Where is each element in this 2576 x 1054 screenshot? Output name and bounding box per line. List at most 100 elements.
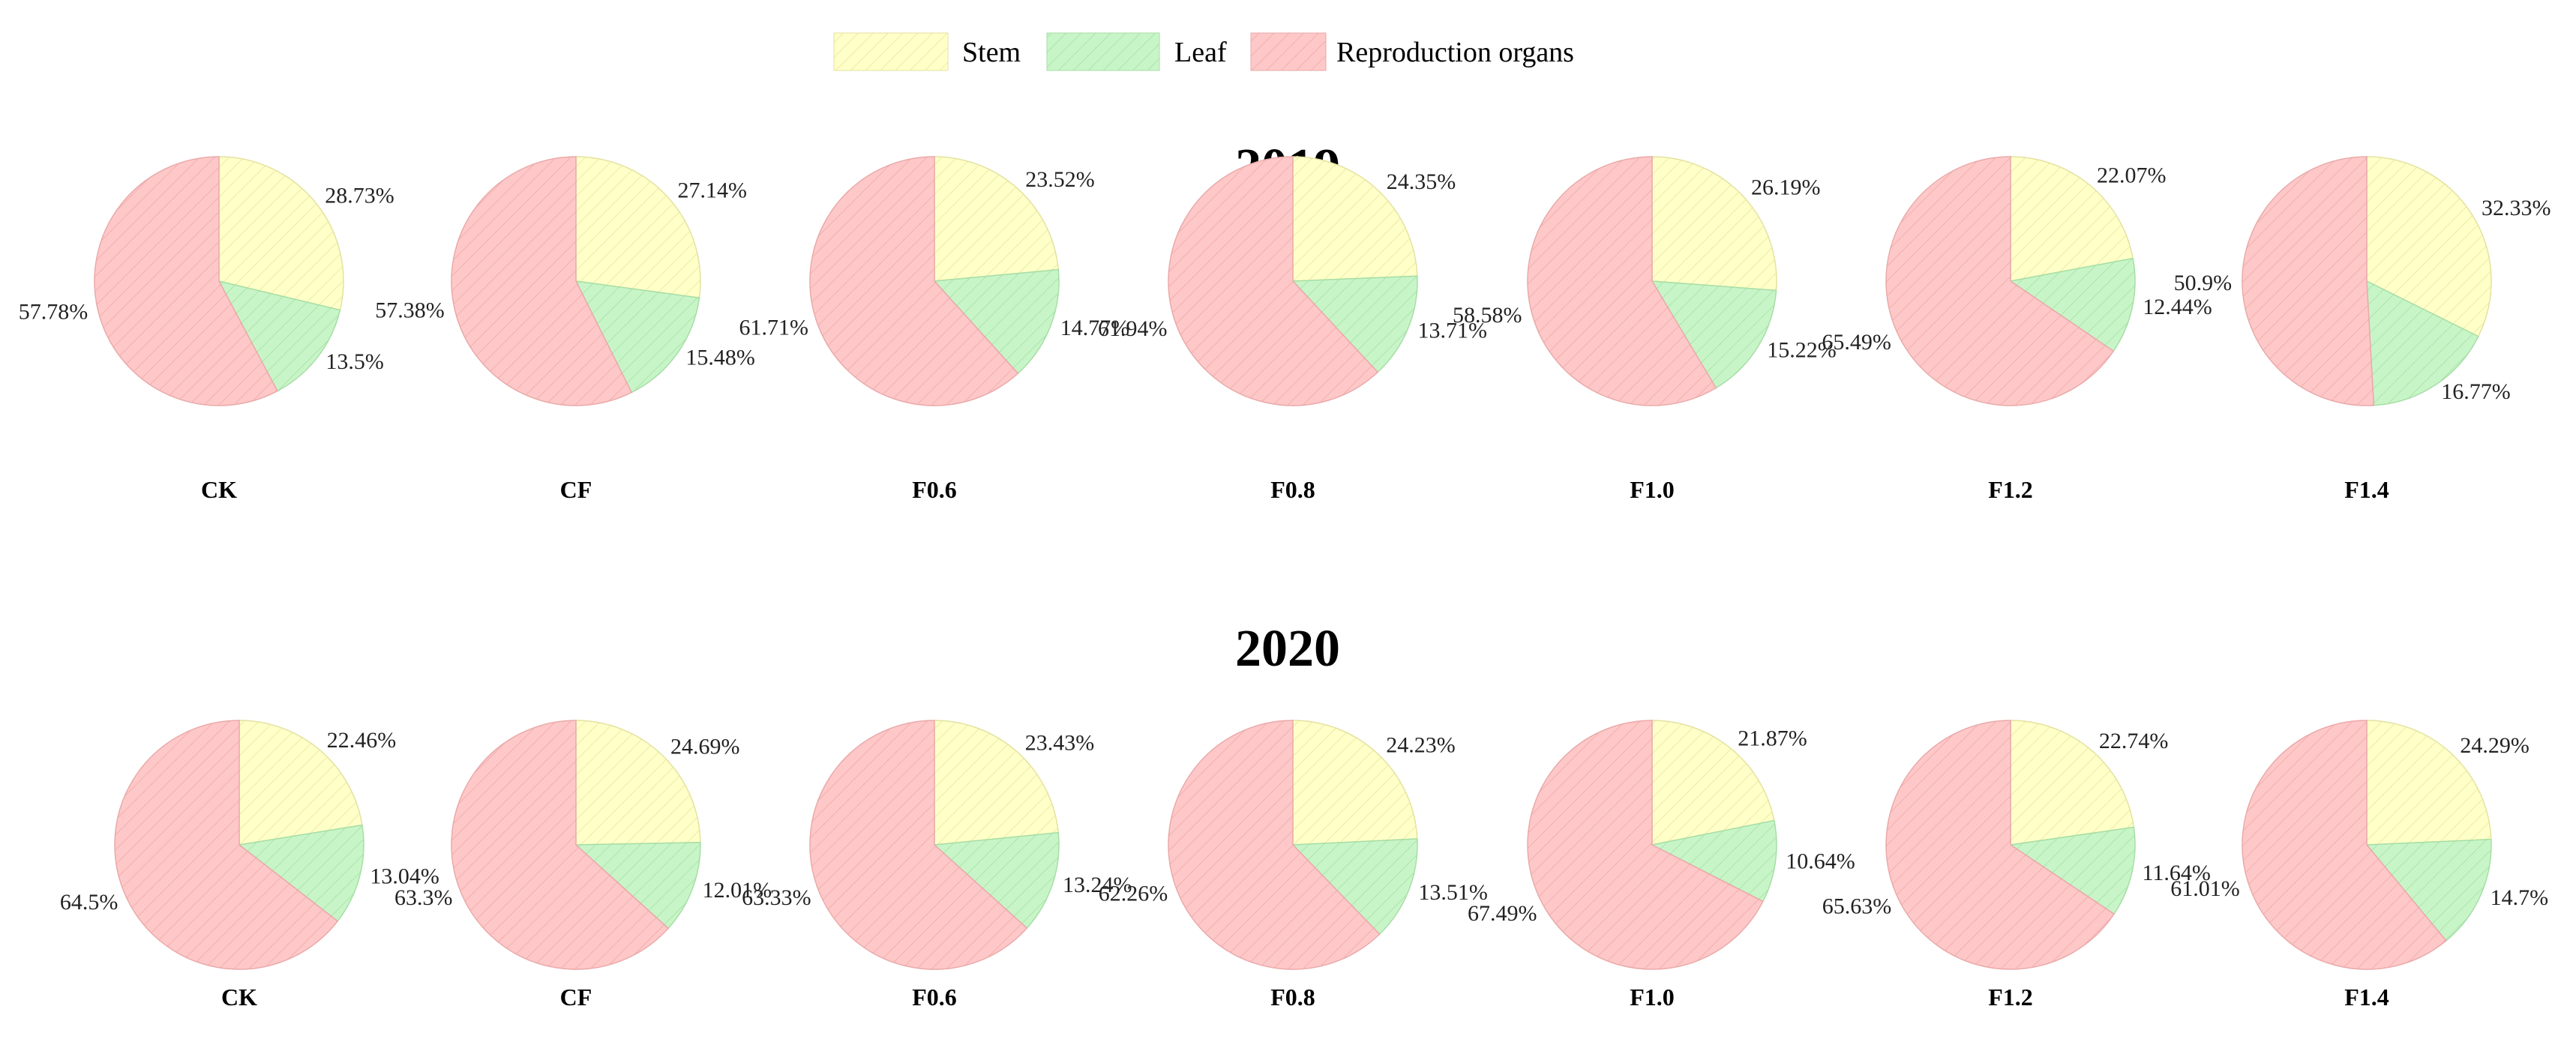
pie-label-2019-f1-0: F1.0 [1630,476,1675,503]
slice-2020-f0-8-stem [1292,720,1418,846]
slice-2020-cf-leaf [574,842,701,930]
value-label-2020-f1-4-leaf: 14.7% [2491,885,2549,910]
pie-label-2020-f0-6: F0.6 [912,984,957,1011]
value-label-2019-f0-8-stem: 24.35% [1387,169,1456,194]
slice-2020-f1-2-reproduction-organs [1885,720,2116,970]
slice-2019-cf-reproduction-organs [451,156,633,406]
value-label-2020-cf-reproduction-organs: 63.3% [394,885,453,910]
value-label-2019-ck-reproduction-organs: 57.78% [19,299,88,324]
pie-label-2020-f0-8: F0.8 [1270,984,1315,1011]
panel-title-2020: 2020 [1235,620,1340,678]
pie-2020-f1-4: 24.29% 14.7% 61.01% F1.4 [2170,720,2548,1011]
slice-2019-f1-0-stem [1651,156,1777,292]
slice-2019-f1-0-leaf [1651,280,1777,389]
pie-2019-f0-6: 23.52% 14.77% 61.71% F0.6 [739,156,1129,503]
value-label-2019-f1-0-stem: 26.19% [1751,175,1821,199]
slice-2019-f1-4-leaf [2366,280,2479,406]
legend-label-leaf: Leaf [1174,37,1227,68]
slice-2020-f1-2-leaf [2008,826,2136,915]
value-label-2019-f0-8-reproduction-organs: 61.94% [1098,316,1168,341]
value-label-2019-f1-2-stem: 22.07% [2097,163,2167,187]
slice-2020-f0-6-leaf [933,831,1060,930]
pie-2020-ck: 22.46% 13.04% 64.5% CK [60,720,439,1011]
pie-label-2020-f1-2: F1.2 [1988,984,2033,1011]
pie-label-2020-f1-4: F1.4 [2344,984,2389,1011]
pie-2020-cf: 24.69% 12.01% 63.3% CF [394,720,772,1011]
legend-swatch-leaf [1046,32,1160,71]
slice-2019-f1-2-stem [2010,156,2134,282]
slice-2020-cf-reproduction-organs [451,720,670,970]
slice-2020-f1-0-stem [1651,720,1775,846]
slice-2020-f1-0-reproduction-organs [1527,720,1764,970]
value-label-2020-f1-2-stem: 22.74% [2099,729,2169,753]
slice-2019-f1-4-stem [2366,156,2492,337]
slice-2020-f0-8-leaf [1291,838,1418,936]
value-label-2019-cf-reproduction-organs: 57.38% [375,298,445,322]
slice-2019-f1-2-leaf [2009,257,2136,352]
value-label-2019-cf-leaf: 15.48% [685,346,755,370]
value-label-2019-f0-8-leaf: 13.71% [1418,318,1488,343]
value-label-2020-cf-stem: 24.69% [670,734,740,759]
pie-2019-f0-8: 24.35% 13.71% 61.94% F0.8 [1098,156,1488,503]
panel-2020: 2020 22.46%13.04%64.5%CK24.69%12.01%63.3… [60,620,2548,1011]
pie-label-2019-cf: CF [560,476,592,503]
pie-2020-f1-2: 22.74% 11.64% 65.63% F1.2 [1822,720,2211,1011]
value-label-2020-f0-8-leaf: 13.51% [1418,880,1488,905]
pie-2020-f0-8: 24.23% 13.51% 62.26% F0.8 [1099,720,1488,1011]
pie-2019-ck: 28.73% 13.5% 57.78% CK [19,156,394,503]
value-label-2020-f0-6-leaf: 13.24% [1063,873,1132,897]
value-label-2019-f0-6-reproduction-organs: 61.71% [739,316,809,340]
value-label-2019-ck-stem: 28.73% [325,183,394,208]
value-label-2019-f1-4-stem: 32.33% [2482,196,2551,220]
legend-swatch-reproduction-organs [1250,32,1327,71]
slice-2020-f1-2-stem [2010,720,2135,846]
slice-2020-ck-leaf [238,824,364,922]
slice-2019-f0-6-leaf [933,268,1060,375]
pie-label-2019-f0-6: F0.6 [912,476,957,503]
legend-label-stem: Stem [962,37,1021,68]
legend: Stem Leaf Reproduction organs [833,32,1574,71]
value-label-2019-f1-0-reproduction-organs: 58.58% [1453,303,1522,328]
panel-2019: 2019 28.73%13.5%57.78%CK27.14%15.48%57.3… [19,139,2551,503]
value-label-2020-f1-0-reproduction-organs: 67.49% [1468,901,1537,926]
value-label-2020-f0-6-reproduction-organs: 63.33% [742,885,811,910]
value-label-2020-cf-leaf: 12.01% [703,878,772,903]
value-label-2019-f1-2-leaf: 12.44% [2143,295,2212,319]
slice-2020-f1-0-leaf [1650,819,1777,903]
pie-2019-f1-2: 22.07% 12.44% 65.49% F1.2 [1822,156,2212,503]
slice-2019-cf-leaf [574,280,700,394]
pie-2019-f1-0: 26.19% 15.22% 58.58% F1.0 [1453,156,1837,503]
value-label-2020-ck-leaf: 13.04% [370,864,439,888]
value-label-2019-ck-leaf: 13.5% [325,349,384,374]
pie-label-2020-f1-0: F1.0 [1630,984,1675,1011]
slice-2019-f0-8-leaf [1291,275,1418,373]
pie-label-2019-f1-4: F1.4 [2344,476,2389,503]
value-label-2020-f1-4-stem: 24.29% [2460,733,2530,758]
slice-2020-f0-6-reproduction-organs [809,720,1028,970]
value-label-2019-cf-stem: 27.14% [678,178,748,202]
slice-2019-f1-0-reproduction-organs [1527,156,1717,406]
value-label-2020-ck-reproduction-organs: 64.5% [60,890,118,915]
pie-2020-f0-6: 23.43% 13.24% 63.33% F0.6 [742,720,1132,1011]
slice-2020-f0-8-reproduction-organs [1168,720,1381,970]
value-label-2019-f1-0-leaf: 15.22% [1767,337,1837,362]
value-label-2020-ck-stem: 22.46% [327,728,397,753]
value-label-2019-f1-2-reproduction-organs: 65.49% [1822,330,1891,355]
slice-2020-cf-stem [575,720,701,846]
slice-2020-ck-reproduction-organs [114,720,339,970]
slice-2019-ck-leaf [217,280,341,392]
value-label-2020-f0-8-stem: 24.23% [1386,733,1456,758]
slice-2020-f1-4-reproduction-organs [2242,720,2447,970]
value-label-2020-f1-2-leaf: 11.64% [2143,861,2211,885]
pie-label-2020-cf: CF [560,984,592,1011]
value-label-2019-f1-4-reproduction-organs: 50.9% [2174,271,2233,295]
pie-label-2020-ck: CK [221,984,257,1011]
value-label-2020-f0-6-stem: 23.43% [1025,730,1095,755]
slice-2019-f0-8-reproduction-organs [1168,156,1379,406]
slice-2019-f0-6-reproduction-organs [809,156,1019,406]
pie-2019-f1-4: 32.33% 16.77% 50.9% F1.4 [2174,156,2551,503]
slice-2019-f0-8-stem [1292,156,1418,282]
slice-2019-f1-2-reproduction-organs [1885,156,2115,406]
legend-swatch-stem [833,32,949,71]
